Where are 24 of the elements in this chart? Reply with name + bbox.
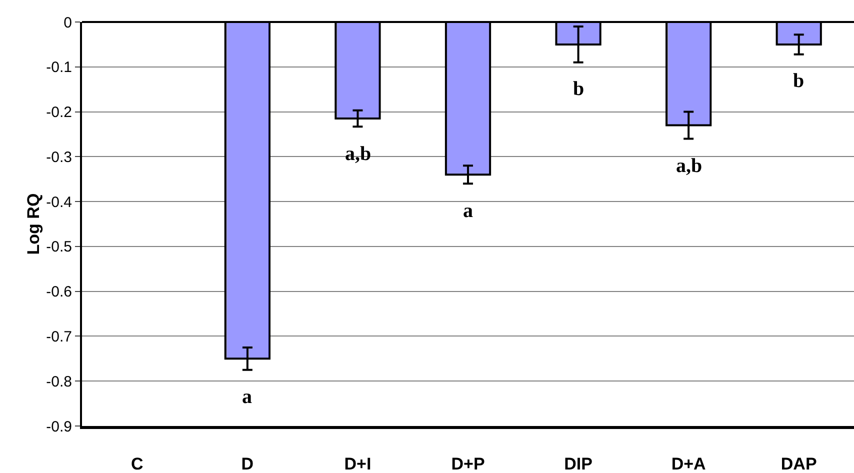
x-tick-label: D+I: [344, 454, 372, 473]
x-tick-label: D+A: [671, 454, 706, 473]
y-tick-label: 0: [64, 14, 72, 32]
y-tick-label: -0.4: [46, 194, 72, 211]
x-tick-label: DAP: [780, 454, 817, 473]
x-tick-label: D+P: [451, 454, 485, 473]
y-tick-label: -0.8: [46, 373, 72, 390]
y-tick-label: -0.5: [46, 238, 72, 256]
y-tick-label: -0.6: [46, 284, 72, 301]
x-tick-label: DIP: [564, 454, 592, 473]
annotation: a,b: [676, 155, 702, 177]
annotation: a: [242, 386, 252, 408]
y-tick-label: -0.2: [46, 104, 72, 122]
annotation: b: [573, 78, 584, 100]
x-tick-label: C: [131, 454, 144, 473]
x-tick-label: D: [241, 454, 254, 473]
y-tick-label: -0.3: [46, 148, 72, 166]
annotation: a: [463, 200, 473, 222]
y-axis-title: Log RQ: [24, 193, 44, 255]
y-tick-label: -0.7: [46, 328, 72, 346]
annotation: a,b: [345, 143, 372, 165]
y-tick-label: -0.1: [46, 59, 72, 76]
annotation: b: [793, 70, 804, 92]
y-tick-label: -0.9: [46, 418, 72, 436]
